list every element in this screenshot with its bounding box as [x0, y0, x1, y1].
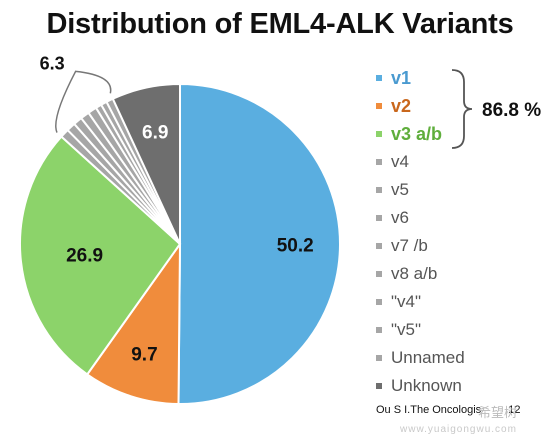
legend: v1 v2 v3 a/b v4 v5 v6 v7 /b v8 a/b "v4" "v5" Unnam…: [376, 64, 556, 400]
legend-bracket: [451, 69, 473, 149]
data-label-unknown: 6.9: [142, 122, 168, 143]
legend-label: "v4": [391, 292, 422, 311]
legend-label: v6: [391, 208, 409, 227]
legend-item-unknown: Unknown: [376, 372, 556, 400]
legend-label: v3 a/b: [391, 124, 443, 144]
data-label-v3-a-b: 26.9: [66, 245, 103, 266]
legend-label: v8 a/b: [391, 264, 438, 283]
legend-swatch: [376, 242, 382, 249]
group-annotation-label: 6.3: [40, 53, 65, 73]
legend-brace: [451, 69, 473, 149]
legend-item-v2: v2: [376, 92, 556, 120]
legend-swatch: [376, 158, 382, 165]
group-bracket-line: [55, 70, 112, 133]
legend-label: v5: [391, 180, 409, 199]
data-label-v1: 50.2: [277, 236, 314, 257]
pie-slice-v1: [177, 82, 341, 405]
legend-item-v8-a-b: v8 a/b: [376, 260, 556, 288]
legend-label: v2: [391, 96, 412, 116]
citation: Ou S I.The Oncologis 12: [376, 404, 520, 416]
legend-label: v7 /b: [391, 236, 428, 255]
legend-swatch: [376, 186, 382, 193]
legend-swatch: [376, 270, 382, 277]
legend-swatch: [376, 354, 382, 361]
legend-label: v4: [391, 152, 409, 171]
legend-item-v4: "v4": [376, 288, 556, 316]
chart-title: Distribution of EML4-ALK Variants: [46, 8, 514, 40]
pie-slices: [19, 82, 341, 406]
legend-item-v3-a-b: v3 a/b: [376, 120, 556, 148]
legend-item-unnamed: Unnamed: [376, 344, 556, 372]
legend-bracket-total: 86.8 %: [482, 100, 542, 121]
watermark-url: www.yuaigongwu.com: [400, 424, 517, 435]
legend-label: Unknown: [391, 376, 462, 395]
legend-label: Unnamed: [391, 348, 465, 367]
legend-swatch: [376, 131, 382, 138]
pie-slice-v3-a-b: [19, 135, 182, 376]
legend-swatch: [376, 103, 382, 110]
data-label-v2: 9.7: [131, 345, 157, 366]
legend-item-v1: v1: [376, 64, 556, 92]
legend-item-v4: v4: [376, 148, 556, 176]
legend-swatch: [376, 382, 382, 389]
citation-suffix: 12: [508, 404, 521, 416]
legend-item-v6: v6: [376, 204, 556, 232]
legend-swatch: [376, 75, 382, 82]
legend-swatch: [376, 326, 382, 333]
slice-labels: 50.2 9.7 26.9 6.9: [66, 122, 314, 365]
legend-item-v5: "v5": [376, 316, 556, 344]
legend-swatch: [376, 298, 382, 305]
watermark-text: 希望树: [478, 405, 518, 420]
legend-item-v7-b: v7 /b: [376, 232, 556, 260]
legend-item-v5: v5: [376, 176, 556, 204]
legend-label: "v5": [391, 320, 422, 339]
group-bracket: 6.3: [40, 53, 112, 133]
pie-slice-unknown: [111, 82, 181, 245]
legend-label: v1: [391, 68, 412, 88]
citation-text: Ou S I.The Oncologis: [376, 404, 482, 416]
legend-swatch: [376, 214, 382, 221]
pie-slice-v2: [85, 240, 182, 406]
